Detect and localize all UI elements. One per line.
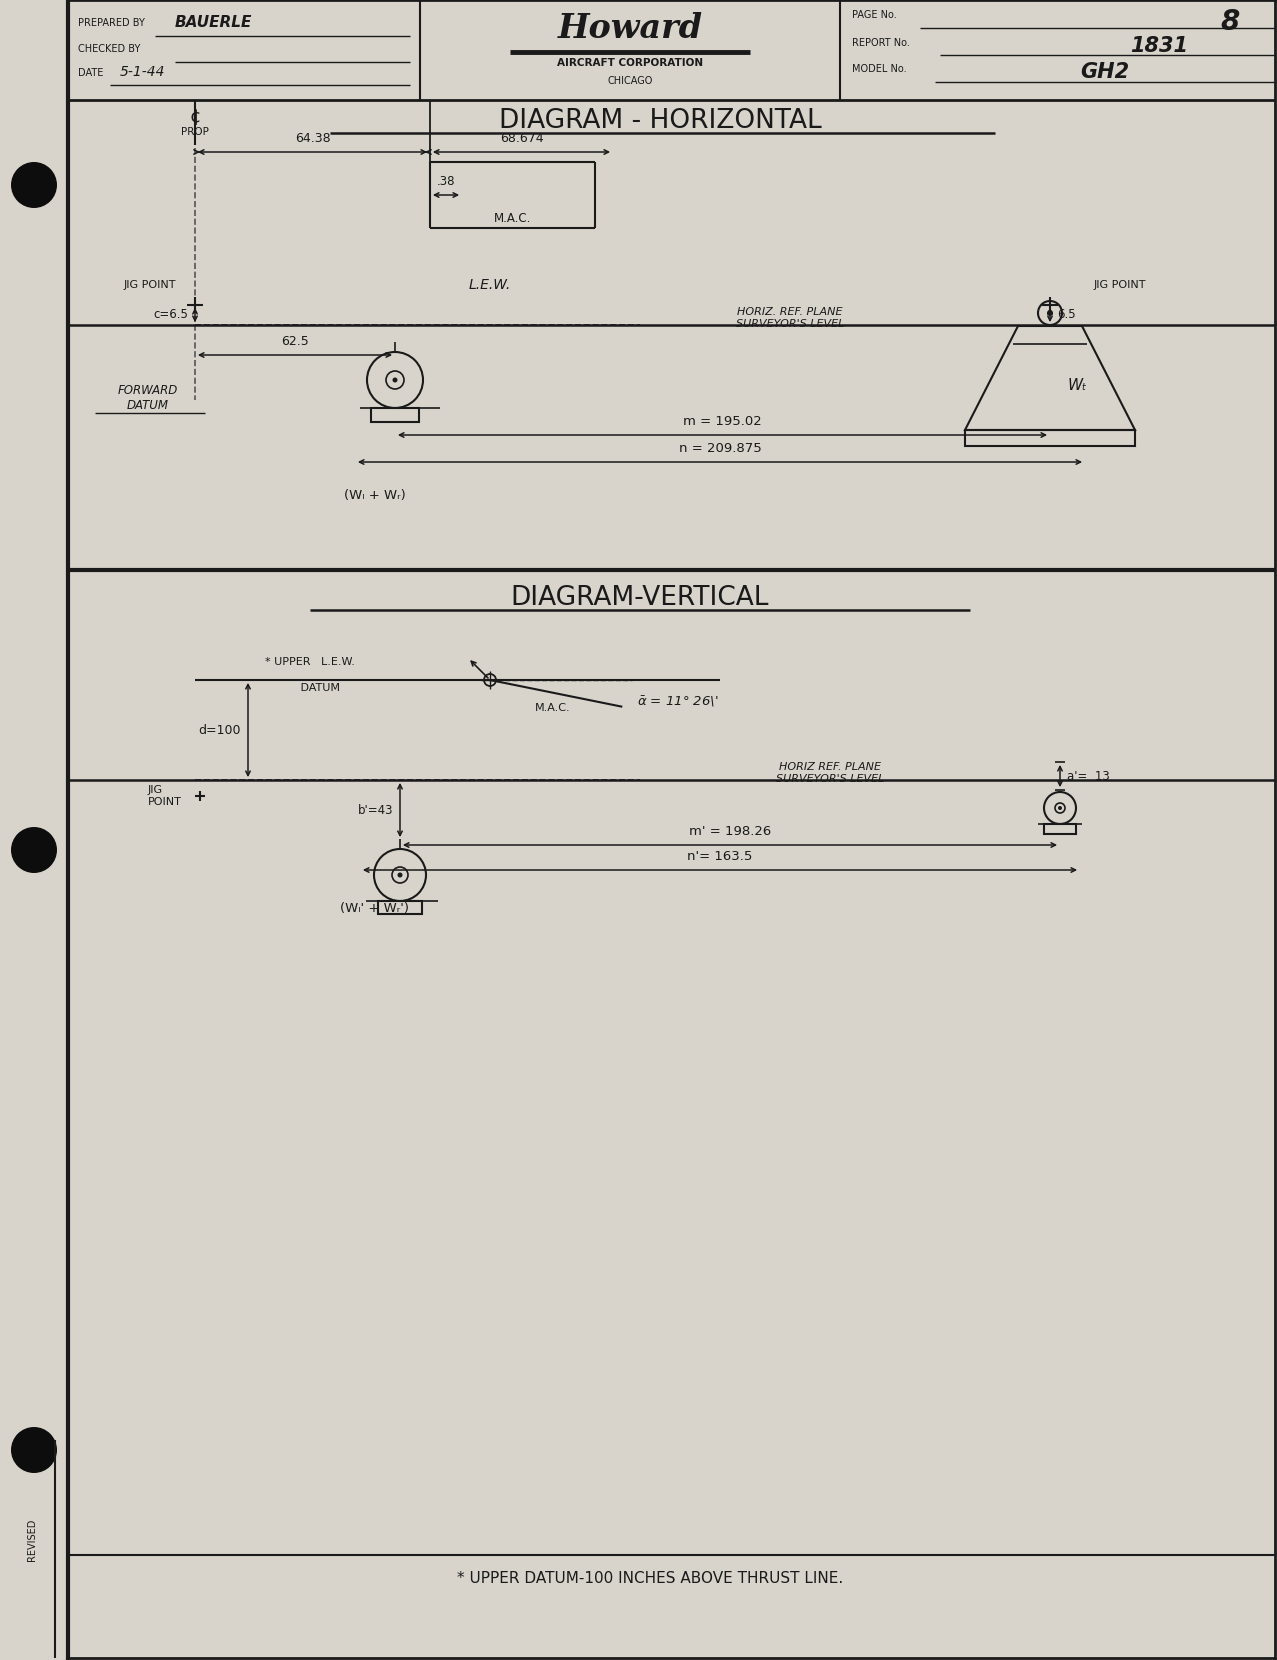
Text: Howard: Howard [558, 12, 702, 45]
Text: JIG POINT: JIG POINT [124, 281, 176, 290]
Text: REVISED: REVISED [27, 1519, 37, 1560]
Text: m' = 198.26: m' = 198.26 [688, 825, 771, 838]
Text: * UPPER DATUM-100 INCHES ABOVE THRUST LINE.: * UPPER DATUM-100 INCHES ABOVE THRUST LI… [457, 1570, 843, 1585]
Text: DATE: DATE [78, 68, 103, 78]
Circle shape [1047, 310, 1054, 315]
Text: M.A.C.: M.A.C. [494, 211, 531, 224]
Text: POINT: POINT [148, 797, 181, 807]
Circle shape [11, 1428, 57, 1472]
Text: AIRCRAFT CORPORATION: AIRCRAFT CORPORATION [557, 58, 704, 68]
Text: REPORT No.: REPORT No. [852, 38, 911, 48]
Text: DIAGRAM-VERTICAL: DIAGRAM-VERTICAL [511, 584, 769, 611]
Text: Wₜ: Wₜ [1068, 377, 1088, 392]
Bar [1045, 823, 1077, 833]
Text: n'= 163.5: n'= 163.5 [687, 850, 752, 863]
Text: JIG POINT: JIG POINT [1093, 281, 1147, 290]
Text: HORIZ REF. PLANE: HORIZ REF. PLANE [779, 762, 881, 772]
Text: PAGE No.: PAGE No. [852, 10, 896, 20]
Text: 8: 8 [1221, 8, 1240, 37]
Text: GH2: GH2 [1080, 61, 1129, 81]
Bar [965, 430, 1135, 447]
Text: SURVEYOR'S LEVEL: SURVEYOR'S LEVEL [736, 319, 844, 329]
Circle shape [11, 163, 57, 208]
Text: FORWARD: FORWARD [117, 383, 178, 397]
Text: .38: .38 [437, 174, 455, 188]
Text: 64.38: 64.38 [295, 133, 331, 144]
Text: a'=  13: a'= 13 [1068, 770, 1110, 782]
Text: PROP: PROP [181, 128, 209, 138]
Text: JIG: JIG [148, 785, 163, 795]
Text: 62.5: 62.5 [281, 335, 309, 349]
Text: DIAGRAM - HORIZONTAL: DIAGRAM - HORIZONTAL [498, 108, 821, 134]
Text: d=100: d=100 [198, 724, 241, 737]
Text: CHECKED BY: CHECKED BY [78, 45, 140, 55]
Text: MODEL No.: MODEL No. [852, 65, 907, 75]
Text: DATUM: DATUM [126, 398, 169, 412]
Text: DATUM: DATUM [290, 682, 340, 692]
Text: (Wₗ' + Wᵣ'): (Wₗ' + Wᵣ') [341, 901, 410, 915]
Circle shape [397, 873, 402, 878]
Text: CHICAGO: CHICAGO [608, 76, 653, 86]
Text: ¢: ¢ [189, 108, 200, 126]
Circle shape [11, 827, 57, 873]
Text: 68.674: 68.674 [499, 133, 543, 144]
Bar [378, 901, 421, 915]
Text: $\bar{\alpha}$ = 11° 26\': $\bar{\alpha}$ = 11° 26\' [637, 694, 719, 709]
Text: HORIZ. REF. PLANE: HORIZ. REF. PLANE [737, 307, 843, 317]
Text: 6.5: 6.5 [1057, 309, 1075, 322]
Text: 5-1-44: 5-1-44 [120, 65, 166, 80]
Text: m = 195.02: m = 195.02 [683, 415, 762, 428]
Text: c=6.5: c=6.5 [153, 309, 188, 322]
Text: (Wₗ + Wᵣ): (Wₗ + Wᵣ) [344, 488, 406, 501]
Text: n = 209.875: n = 209.875 [678, 442, 761, 455]
Text: L.E.W.: L.E.W. [469, 277, 511, 292]
Text: * UPPER   L.E.W.: * UPPER L.E.W. [266, 657, 355, 667]
Text: M.A.C.: M.A.C. [535, 702, 571, 714]
Text: SURVEYOR'S LEVEL: SURVEYOR'S LEVEL [776, 774, 884, 784]
Text: b'=43: b'=43 [358, 803, 393, 817]
Text: PREPARED BY: PREPARED BY [78, 18, 144, 28]
Text: 1831: 1831 [1130, 37, 1188, 56]
Text: BAUERLE: BAUERLE [175, 15, 253, 30]
Circle shape [1059, 807, 1062, 810]
Bar [372, 408, 419, 422]
Circle shape [392, 377, 397, 382]
